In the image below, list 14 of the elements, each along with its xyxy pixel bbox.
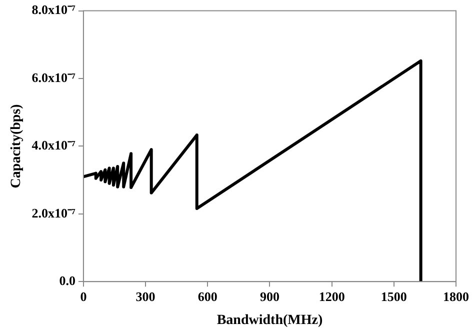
y-tick-label: 0.0 [59, 272, 76, 288]
x-tick-label: 1800 [443, 288, 469, 304]
y-tick-label: 4.0x10⁻⁷ [32, 138, 76, 153]
y-tick-label: 8.0x10⁻⁷ [32, 2, 76, 18]
x-axis-title: Bandwidth(MHz) [216, 313, 323, 328]
y-axis-title: Capacity(bps) [9, 104, 24, 188]
x-tick-label: 900 [260, 288, 280, 304]
y-tick-label: 6.0x10⁻⁷ [32, 70, 76, 85]
x-tick-label: 300 [136, 288, 156, 304]
y-tick-label: 2.0x10⁻⁷ [32, 205, 76, 220]
x-tick-label: 600 [198, 288, 218, 304]
x-tick-label: 0 [80, 288, 87, 304]
x-tick-label: 1500 [380, 288, 407, 304]
x-tick-label: 1200 [318, 288, 345, 304]
